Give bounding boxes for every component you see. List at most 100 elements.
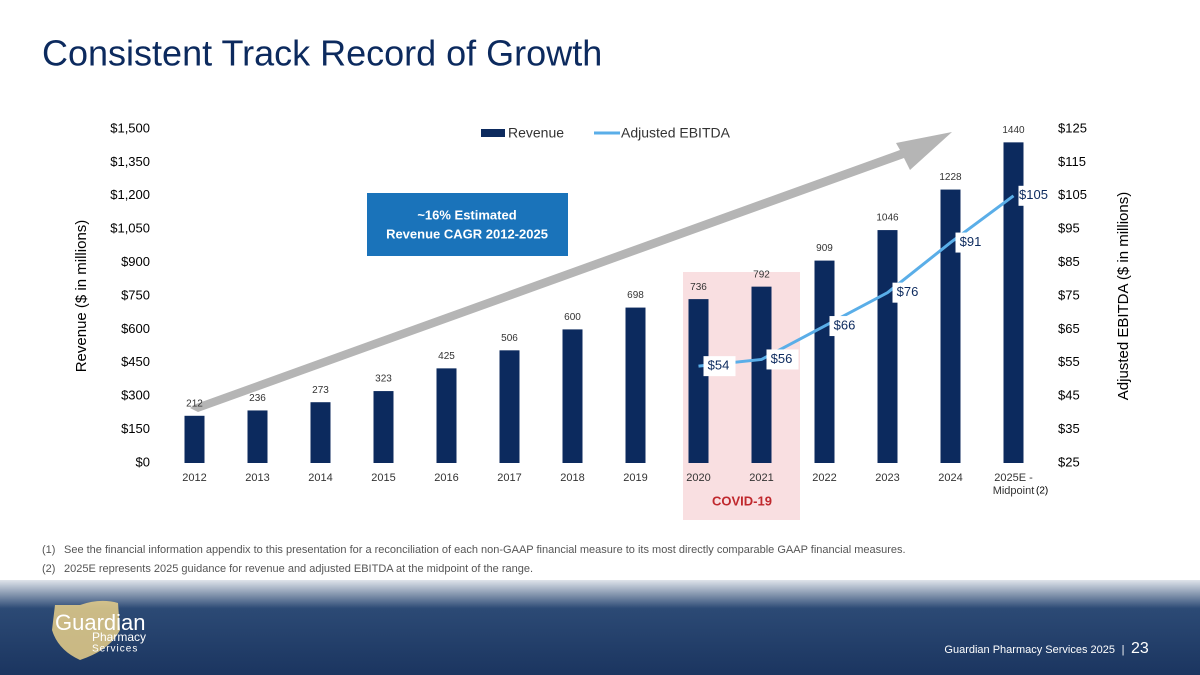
callout-box bbox=[367, 193, 568, 256]
bar bbox=[436, 368, 457, 463]
y2-tick-label: $25 bbox=[1058, 454, 1080, 469]
data-label: 506 bbox=[501, 333, 518, 344]
data-label: 792 bbox=[753, 269, 770, 280]
y-tick-label: $600 bbox=[121, 321, 150, 336]
y-tick-label: $750 bbox=[121, 287, 150, 302]
y2-tick-label: $55 bbox=[1058, 354, 1080, 369]
y-tick-label: $300 bbox=[121, 388, 150, 403]
x-tick-label: 2019 bbox=[623, 472, 648, 484]
logo-shield bbox=[52, 600, 120, 660]
x-tick-label: 2018 bbox=[560, 472, 585, 484]
footnote: 2025E represents 2025 guidance for reven… bbox=[64, 563, 533, 575]
bar bbox=[814, 260, 835, 463]
data-label: 1228 bbox=[939, 172, 962, 183]
data-label-bg bbox=[703, 356, 736, 377]
footnote-marker: (1) bbox=[42, 544, 55, 556]
bar bbox=[688, 299, 709, 463]
covid-label: COVID-19 bbox=[712, 493, 772, 508]
x-tick-label: 2014 bbox=[308, 472, 333, 484]
data-label: 698 bbox=[627, 290, 644, 301]
y-tick-label: $1,500 bbox=[110, 120, 150, 135]
y-tick-label: $1,350 bbox=[110, 154, 150, 169]
logo-name: Guardian bbox=[55, 610, 146, 635]
x-tick-label: 2020 bbox=[686, 472, 711, 484]
y-axis-label: Revenue ($ in millions) bbox=[73, 220, 90, 373]
data-label: 236 bbox=[249, 393, 266, 404]
data-label: 1046 bbox=[876, 213, 899, 224]
data-label: $56 bbox=[771, 351, 793, 366]
bar bbox=[562, 329, 583, 463]
x-tick-label: 2024 bbox=[938, 472, 963, 484]
bar bbox=[247, 410, 268, 463]
data-label: $54 bbox=[708, 358, 730, 373]
bar bbox=[373, 391, 394, 463]
data-label: 425 bbox=[438, 351, 455, 362]
category-note: (2) bbox=[1036, 486, 1048, 497]
data-label-bg bbox=[829, 316, 862, 337]
logo-line: Services bbox=[92, 644, 138, 655]
bar bbox=[625, 307, 646, 463]
data-label: $105 bbox=[1019, 187, 1048, 202]
x-tick-label: 2025E - Midpoint bbox=[992, 472, 1035, 497]
footnote: See the financial information appendix t… bbox=[64, 544, 906, 556]
legend-label: Adjusted EBITDA bbox=[621, 125, 731, 141]
x-tick-label: 2016 bbox=[434, 472, 459, 484]
footer-separator: | bbox=[1122, 644, 1125, 656]
bar bbox=[940, 189, 961, 463]
x-tick-label: 2013 bbox=[245, 472, 270, 484]
data-label: 909 bbox=[816, 243, 833, 254]
y-tick-label: $1,050 bbox=[110, 221, 150, 236]
footer-text: Guardian Pharmacy Services 2025 bbox=[944, 644, 1115, 656]
bar bbox=[184, 415, 205, 463]
footnote-marker: (2) bbox=[42, 563, 55, 575]
slide-title: Consistent Track Record of Growth bbox=[42, 33, 602, 74]
data-label: 323 bbox=[375, 374, 392, 385]
y2-tick-label: $105 bbox=[1058, 187, 1087, 202]
data-label: 273 bbox=[312, 385, 329, 396]
logo-line: Pharmacy bbox=[92, 630, 146, 644]
y2-tick-label: $35 bbox=[1058, 421, 1080, 436]
data-label: 600 bbox=[564, 312, 581, 323]
y-tick-label: $150 bbox=[121, 421, 150, 436]
y2-tick-label: $65 bbox=[1058, 321, 1080, 336]
legend-swatch bbox=[481, 129, 505, 137]
bar bbox=[1003, 142, 1024, 464]
y2-tick-label: $115 bbox=[1058, 154, 1086, 169]
data-label-bg bbox=[766, 349, 799, 370]
bar bbox=[310, 402, 331, 463]
data-label: $66 bbox=[834, 317, 856, 332]
data-label-bg bbox=[892, 282, 925, 303]
legend-label: Revenue bbox=[508, 125, 564, 141]
y2-tick-label: $95 bbox=[1058, 221, 1080, 236]
data-label: 212 bbox=[186, 398, 203, 409]
bar bbox=[751, 286, 772, 463]
y-tick-label: $0 bbox=[136, 454, 150, 469]
y2-tick-label: $75 bbox=[1058, 287, 1080, 302]
data-label: 736 bbox=[690, 282, 707, 293]
growth-arrow bbox=[190, 132, 952, 412]
x-tick-label: 2023 bbox=[875, 472, 900, 484]
bar bbox=[877, 230, 898, 463]
x-tick-label: 2022 bbox=[812, 472, 837, 484]
data-label: $91 bbox=[960, 234, 982, 249]
bar bbox=[499, 350, 520, 463]
x-tick-label: 2021 bbox=[749, 472, 774, 484]
data-label-bg bbox=[955, 232, 988, 253]
y-tick-label: $900 bbox=[121, 254, 150, 269]
page-number: 23 bbox=[1131, 640, 1149, 657]
x-tick-label: 2012 bbox=[182, 472, 207, 484]
x-tick-label: 2017 bbox=[497, 472, 522, 484]
data-label: 1440 bbox=[1002, 125, 1025, 136]
y2-tick-label: $85 bbox=[1058, 254, 1080, 269]
y2-axis-label: Adjusted EBITDA ($ in millions) bbox=[1115, 192, 1132, 400]
x-tick-label: 2015 bbox=[371, 472, 396, 484]
callout-text: ~16% Estimated bbox=[417, 207, 516, 222]
y2-tick-label: $45 bbox=[1058, 388, 1080, 403]
data-label-bg bbox=[1018, 185, 1051, 206]
data-label: $76 bbox=[897, 284, 919, 299]
callout-text: Revenue CAGR 2012-2025 bbox=[386, 226, 548, 241]
y-tick-label: $450 bbox=[121, 354, 150, 369]
y-tick-label: $1,200 bbox=[110, 187, 150, 202]
